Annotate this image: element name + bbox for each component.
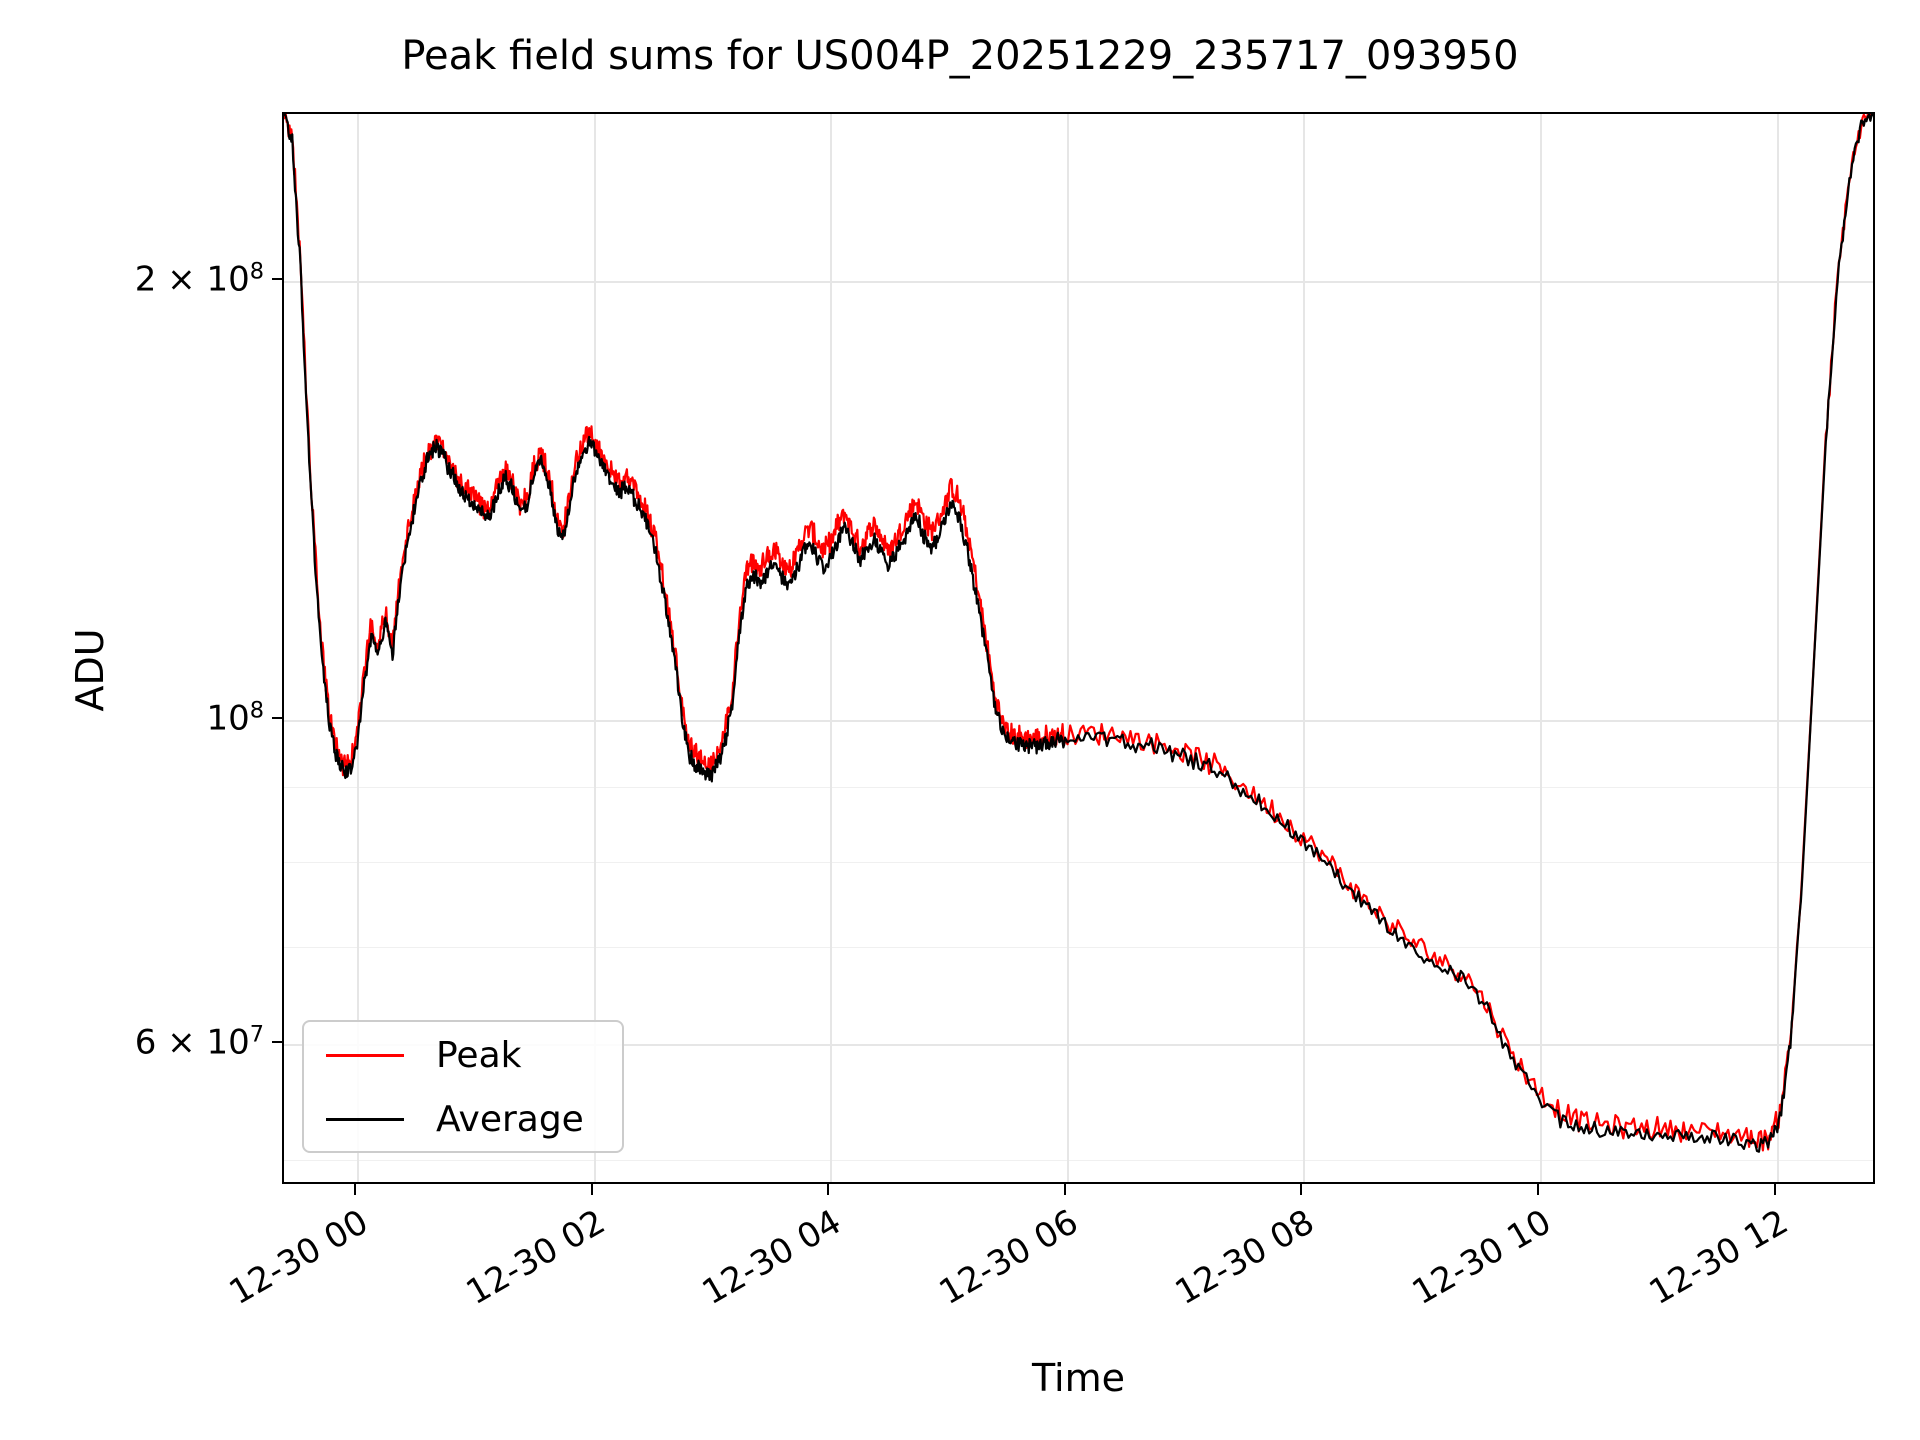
gridline-vertical <box>830 114 833 1182</box>
legend-item-peak: Peak <box>304 1030 622 1080</box>
legend-label-average: Average <box>436 1098 584 1140</box>
y-tick-label: 2 × 108 <box>134 257 264 300</box>
x-tick-label: 12-30 04 <box>695 1202 849 1314</box>
gridline-horizontal-minor <box>284 946 1873 948</box>
y-tick-mark <box>272 277 283 280</box>
gridline-vertical <box>593 114 596 1182</box>
x-tick-label: 12-30 06 <box>932 1202 1085 1314</box>
gridline-horizontal-minor <box>284 787 1873 789</box>
gridline-horizontal <box>284 1044 1873 1047</box>
x-tick-mark <box>1300 1184 1303 1195</box>
gridline-vertical <box>357 114 360 1182</box>
gridline-horizontal <box>284 280 1873 283</box>
series-line-peak <box>284 114 1873 1152</box>
series-line-average <box>284 114 1873 1153</box>
data-series-layer <box>284 114 1873 1153</box>
y-tick-mark <box>272 1041 283 1044</box>
x-tick-mark <box>354 1184 357 1195</box>
x-tick-mark <box>590 1184 593 1195</box>
x-tick-mark <box>827 1184 830 1195</box>
x-tick-label: 12-30 12 <box>1642 1202 1795 1314</box>
gridline-vertical <box>1066 114 1069 1182</box>
gridline-vertical <box>1303 114 1306 1182</box>
legend-label-peak: Peak <box>436 1034 522 1076</box>
x-axis-label: Time <box>1032 1356 1125 1400</box>
x-tick-mark <box>1537 1184 1539 1195</box>
x-tick-label: 12-30 08 <box>1168 1202 1322 1314</box>
legend: Peak Average <box>302 1020 624 1153</box>
gridline-horizontal-minor <box>284 861 1873 863</box>
y-tick-mark <box>272 717 283 720</box>
x-tick-label: 12-30 00 <box>222 1202 376 1314</box>
x-tick-label: 12-30 10 <box>1405 1202 1558 1314</box>
gridline-vertical <box>1776 114 1779 1182</box>
gridline-horizontal <box>284 720 1873 723</box>
y-tick-label: 108 <box>206 697 264 739</box>
y-tick-label: 6 × 107 <box>134 1021 264 1064</box>
x-tick-mark <box>1773 1184 1776 1195</box>
legend-swatch-average <box>326 1117 404 1121</box>
plot-area <box>282 112 1875 1184</box>
page-title: Peak field sums for US004P_20251229_2357… <box>401 33 1519 79</box>
gridline-vertical <box>1540 114 1542 1182</box>
y-axis-label: ADU <box>68 628 112 712</box>
gridline-horizontal-minor <box>284 1160 1873 1162</box>
x-tick-mark <box>1063 1184 1066 1195</box>
x-tick-label: 12-30 02 <box>459 1202 612 1314</box>
legend-item-average: Average <box>304 1094 622 1144</box>
legend-swatch-peak <box>326 1053 404 1057</box>
